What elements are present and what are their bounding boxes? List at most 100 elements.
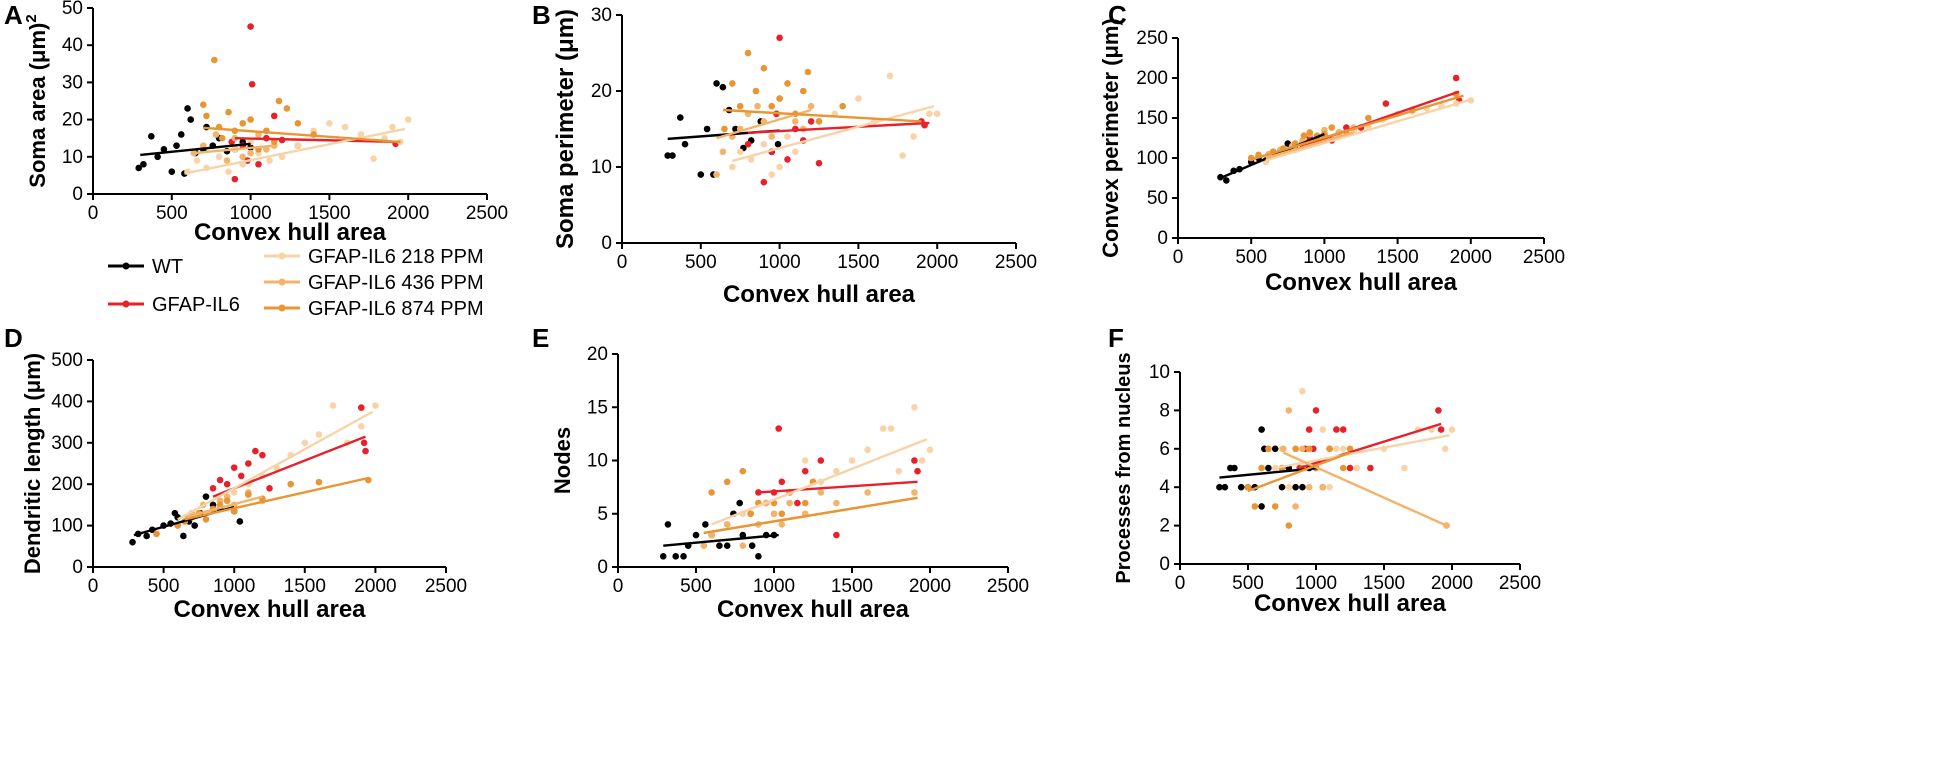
data-point [1452,74,1460,82]
data-point [697,171,705,178]
data-point [216,476,224,484]
data-point [784,80,791,87]
data-point [723,521,731,528]
regression-line [1250,94,1464,161]
data-point [193,157,201,164]
legend-entry-gfap-il6-436-ppm: GFAP-IL6 436 PPM [264,272,484,294]
regression-line [1247,451,1351,493]
data-point [659,553,667,560]
x-axis-label: Convex hull area [1254,590,1447,617]
regression-line [177,410,374,521]
data-point [708,489,715,496]
data-point [1435,407,1442,414]
y-tick-label: 40 [62,35,83,56]
data-point [1367,464,1374,472]
x-tick-label: 500 [685,252,717,273]
x-tick-label: 1500 [831,576,873,597]
data-point [801,467,809,475]
data-point [1299,483,1306,491]
data-point [719,83,727,91]
data-point [1382,100,1390,107]
legend-swatch-marker [122,262,130,270]
x-tick-label: 1000 [1303,247,1345,268]
x-tick-label: 1500 [1376,247,1418,268]
data-point [259,451,266,459]
data-point [1292,503,1299,510]
data-point [776,95,783,102]
data-point [1305,483,1313,491]
data-point [778,478,786,486]
data-point [786,499,793,507]
x-tick-label: 2000 [916,252,958,273]
data-point [895,467,903,475]
data-point [1231,464,1238,472]
data-point [252,447,259,455]
x-tick-label: 1000 [758,252,800,273]
y-axis-label: Processes from nucleus [1113,352,1135,583]
data-point [1285,407,1293,414]
data-point [833,467,840,475]
regression-line [1299,422,1442,470]
data-point [248,80,256,88]
panel-label: A [4,0,23,30]
data-point [702,521,709,528]
data-point [807,102,815,110]
data-point [692,531,700,539]
data-point [768,133,776,140]
x-tick-label: 1500 [284,576,326,597]
data-point [770,510,778,518]
x-tick-label: 500 [148,576,180,597]
data-point [154,153,161,161]
data-point [255,160,262,168]
regression-line [711,438,928,526]
data-point [804,68,812,76]
data-point [1292,445,1299,453]
data-point [362,447,369,455]
y-tick-label: 0 [1157,228,1168,249]
data-point [184,105,191,112]
data-point [140,160,147,168]
series-gfap-il6 [209,404,369,492]
data-point [160,146,168,153]
data-point [739,467,747,475]
panel-e: E 0 500 1000 1500 2000 2500 0 5 10 15 20 Convex hull… [532,323,1029,623]
data-point [744,140,752,148]
data-point [887,425,895,432]
data-point [247,23,254,30]
data-point [143,532,150,540]
data-point [1328,124,1336,131]
y-tick-label: 250 [1136,28,1168,49]
y-tick-label: 400 [51,391,83,412]
data-point [223,157,231,164]
data-point [218,134,226,142]
data-point [1258,426,1265,433]
y-axis-label: Dendritic length (μm) [20,353,45,574]
regression-line [1265,99,1469,162]
y-tick-label: 8 [1159,400,1170,421]
legend-label: GFAP-IL6 436 PPM [308,272,484,294]
x-tick-label: 1000 [229,203,271,224]
data-point [294,142,302,149]
panel-label: F [1108,323,1124,353]
data-point [1326,445,1333,453]
legend-swatch-marker [278,304,286,312]
y-tick-label: 500 [51,350,83,371]
data-point [778,521,786,528]
data-point [1319,426,1327,433]
data-point [245,491,252,498]
data-point [200,101,207,109]
data-point [681,140,689,148]
data-point [209,485,217,492]
x-tick-label: 500 [680,576,712,597]
y-tick-label: 4 [1159,477,1170,498]
data-point [736,148,744,156]
data-point [1265,445,1272,453]
data-point [1319,483,1327,491]
panel-f: F 0 500 1000 1500 2000 2500 0 2 4 6 8 10 Convex hull … [1108,323,1541,617]
data-point [266,157,273,164]
y-tick-label: 15 [587,397,608,418]
y-tick-label: 50 [1147,188,1168,209]
x-tick-label: 2500 [1523,247,1565,268]
data-point [1448,426,1456,433]
